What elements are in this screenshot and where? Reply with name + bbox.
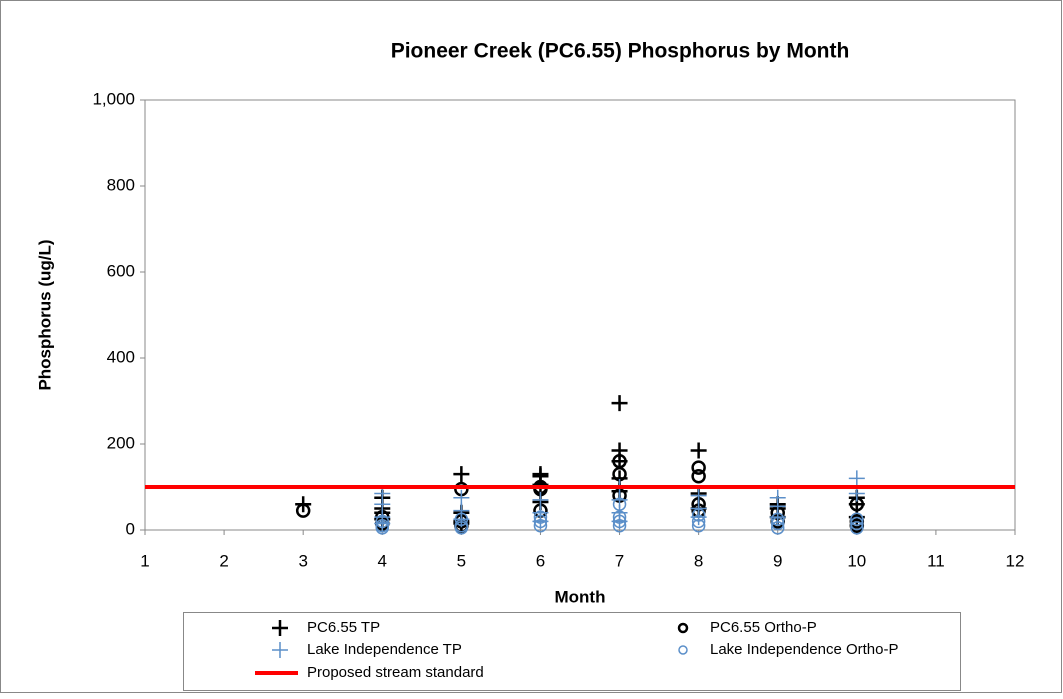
- y-tick-label: 0: [126, 519, 135, 538]
- point: [850, 521, 864, 535]
- chart-title: Pioneer Creek (PC6.55) Phosphorus by Mon…: [391, 40, 850, 63]
- point: [770, 521, 785, 535]
- legend-label: PC6.55 Ortho-P: [710, 619, 817, 636]
- point: [770, 512, 785, 526]
- y-tick-label: 600: [107, 261, 135, 280]
- point: [533, 514, 548, 529]
- y-axis-label: Phosphorus (ug/L): [35, 239, 54, 390]
- point: [453, 466, 470, 483]
- legend-swatch: [272, 642, 288, 658]
- x-tick-label: 7: [615, 551, 624, 570]
- point: [375, 521, 390, 535]
- point: [691, 514, 706, 529]
- point: [691, 460, 706, 475]
- point: [533, 510, 548, 524]
- point: [612, 510, 627, 524]
- legend-swatch: [272, 620, 288, 636]
- point: [611, 395, 628, 412]
- x-tick-label: 5: [457, 551, 466, 570]
- legend: [183, 612, 961, 691]
- point: [612, 518, 627, 533]
- x-tick-label: 9: [773, 551, 782, 570]
- point: [375, 514, 390, 529]
- x-tick-label: 6: [536, 551, 545, 570]
- point: [454, 512, 469, 526]
- legend-label: PC6.55 TP: [307, 619, 380, 636]
- point: [690, 442, 707, 459]
- point: [850, 512, 864, 526]
- y-tick-label: 1,000: [92, 89, 135, 108]
- plot-area: [144, 99, 1016, 531]
- x-tick-label: 4: [378, 551, 387, 570]
- x-axis-label: Month: [555, 587, 606, 606]
- point: [533, 518, 548, 533]
- point: [691, 518, 706, 533]
- point: [295, 503, 311, 518]
- legend-swatch: [678, 645, 688, 655]
- legend-label: Proposed stream standard: [307, 664, 484, 681]
- point: [612, 497, 627, 511]
- x-tick-label: 8: [694, 551, 703, 570]
- y-tick-label: 800: [107, 175, 135, 194]
- x-tick-label: 2: [219, 551, 228, 570]
- y-tick-label: 200: [107, 433, 135, 452]
- point: [691, 508, 706, 522]
- x-tick-label: 3: [298, 551, 307, 570]
- point: [770, 516, 785, 531]
- x-tick-label: 10: [847, 551, 866, 570]
- x-tick-label: 1: [140, 551, 149, 570]
- point: [691, 469, 706, 484]
- legend-label: Lake Independence TP: [307, 641, 462, 658]
- legend-label: Lake Independence Ortho-P: [710, 641, 898, 658]
- legend-swatch: [677, 622, 689, 634]
- x-tick-label: 12: [1006, 551, 1025, 570]
- point: [850, 516, 864, 531]
- x-tick-label: 11: [927, 551, 945, 570]
- y-tick-label: 400: [107, 347, 135, 366]
- point: [848, 470, 865, 487]
- point: [454, 521, 469, 535]
- point: [612, 514, 627, 529]
